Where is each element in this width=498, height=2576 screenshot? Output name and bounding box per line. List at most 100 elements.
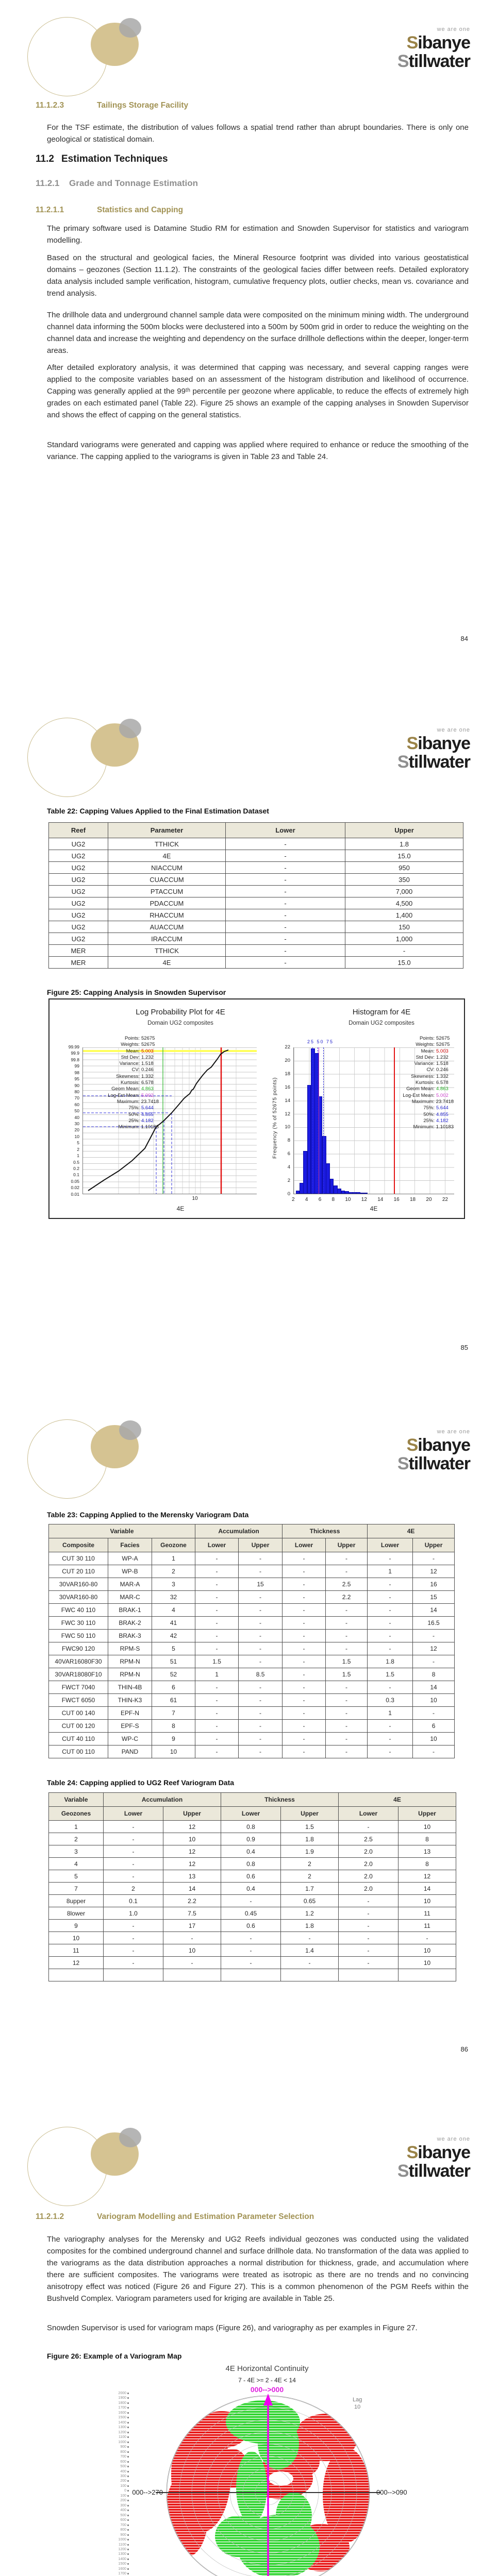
tick-label: 1100 <box>107 2543 129 2547</box>
tick-label: 98 <box>74 1070 79 1075</box>
tick-label: 900 <box>107 2445 129 2449</box>
cover-ellipses-logo <box>0 1402 165 1505</box>
tick-label: 1800 <box>107 2401 129 2405</box>
table-row <box>48 1969 457 1981</box>
tick-label: 22 <box>442 1197 448 1202</box>
table-row: MER TTHICK - - <box>48 944 463 957</box>
tick-label: 70 <box>74 1095 79 1101</box>
direction-label-east: 000-->090 <box>376 2488 407 2496</box>
stat-row: Std Dev: 1.232 <box>121 1054 154 1060</box>
p75-line <box>323 1047 324 1194</box>
tick-label: 1500 <box>107 2562 129 2566</box>
tick-label: 5 <box>77 1140 79 1146</box>
page-86: we are one Sibanye Stillwater Table 23: … <box>0 1402 498 2110</box>
table-row: 10- - - - - - <box>48 1931 457 1944</box>
table24-caption: Table 24: Capping applied to UG2 Reef Va… <box>47 1778 235 1787</box>
stat-row: Minimum: 1.10183 <box>413 1124 454 1130</box>
tick-label: 0.01 <box>71 1191 79 1197</box>
tick-label: 10 <box>345 1197 351 1202</box>
tick-label: 0 <box>107 2489 129 2493</box>
tick-label: 900 <box>107 2533 129 2537</box>
logprob-x-label: 4E <box>176 1205 185 1212</box>
page-number: 85 <box>460 1344 468 1351</box>
sibanye-stillwater-logo: we are one Sibanye Stillwater <box>397 1429 471 1473</box>
tick-label: 1000 <box>107 2538 129 2541</box>
tick-label: 1700 <box>107 2406 129 2410</box>
tick-label: 16 <box>285 1084 290 1090</box>
stat-row: Geom Mean: 4.863 <box>406 1086 449 1092</box>
tick-label: 12 <box>361 1197 367 1202</box>
table-row: 30VAR160-80 MAR-C 32- - -2.2-15 <box>48 1590 455 1604</box>
cap-line <box>394 1047 395 1194</box>
tick-label: 1200 <box>107 2431 129 2434</box>
table-row: 30VAR18080F10 RPM-N 52 1 8.5-1.5 1.5 8 <box>48 1668 455 1681</box>
tick-label: 80 <box>74 1089 79 1094</box>
lag-scale: 2000 1900 1800 1700 1600 1500 1400 1300 1200 1100… <box>107 2392 129 2576</box>
tick-label: 99.8 <box>71 1057 79 1062</box>
histogram-quartile-labels: 25 50 75 <box>307 1039 334 1044</box>
page-87: we are one Sibanye Stillwater 11.2.1.2 Va… <box>0 2110 498 2576</box>
stat-row: Kurtosis: 6.578 <box>416 1080 449 1086</box>
heading-grade-tonnage-estimation: 11.2.1 Grade and Tonnage Estimation <box>36 178 198 188</box>
table-row: FWC 50 110 BRAK-3 42- - - - - - <box>48 1629 455 1642</box>
stat-row: Maximum: 23.7418 <box>117 1098 159 1105</box>
p25-line <box>312 1047 313 1194</box>
stat-row: 75%: 5.644 <box>128 1105 154 1111</box>
stat-row: Variance: 1.518 <box>119 1061 154 1067</box>
tick-label: 20 <box>285 1057 290 1063</box>
tick-label: 1 <box>77 1153 79 1159</box>
table-row: FWCT 6050 THIN-K3 61- - - -0.3 10 <box>48 1693 455 1707</box>
table-ug2-variogram-capping: Variable Accumulation Thickness 4E Geozo… <box>48 1792 457 1981</box>
tick-label: 20 <box>74 1127 79 1133</box>
table-row: 8upper 0.1 2.2-0.65-10 <box>48 1894 457 1907</box>
logprob-plot-area <box>82 1047 257 1194</box>
tick-label: 10 <box>74 1133 79 1139</box>
tick-label: 500 <box>107 2465 129 2468</box>
tick-label: 18 <box>410 1197 416 1202</box>
tick-label: 8 <box>287 1138 290 1144</box>
tick-label: 1400 <box>107 2557 129 2561</box>
histogram-bar <box>363 1192 368 1194</box>
tick-label: 12 <box>285 1111 290 1117</box>
histogram-bars <box>294 1047 454 1194</box>
stat-row: Points: 52675 <box>124 1036 155 1041</box>
tick-label: 22 <box>285 1044 290 1050</box>
histogram-bar <box>348 1192 353 1194</box>
logo-brand-line1: Sibanye <box>406 33 471 53</box>
tick-label: 2000 <box>107 2392 129 2395</box>
table-row: CUT 00 140 EPF-N 7- - - -1- <box>48 1706 455 1720</box>
tick-label: 700 <box>107 2455 129 2459</box>
tick-label: 200 <box>107 2499 129 2502</box>
table-row: UG2 NIACCUM -950 <box>48 861 463 874</box>
histogram-bar <box>337 1189 341 1194</box>
stat-row: Weights: 52675 <box>121 1042 155 1048</box>
tick-label: 6 <box>287 1151 290 1157</box>
sibanye-stillwater-logo: we are one Sibanye Stillwater <box>397 2136 471 2181</box>
stat-row: Maximum: 23.7418 <box>411 1098 454 1105</box>
stat-row: Std Dev: 1.232 <box>416 1054 449 1060</box>
histogram-x-axis: 2 4 6 8 10 12 14 16 18 20 22 <box>292 1197 448 1202</box>
tick-label: 16 <box>393 1197 400 1202</box>
table-row: FWCT 7040 THIN-4B 6- - - - -14 <box>48 1681 455 1694</box>
tick-label: 200 <box>107 2479 129 2483</box>
logprob-x-tick: 10 <box>192 1196 198 1201</box>
tick-label: 8 <box>331 1197 335 1202</box>
table-group-header-row: Variable Accumulation Thickness 4E <box>48 1524 455 1538</box>
tick-label: 99.99 <box>68 1044 79 1049</box>
tick-label: 1900 <box>107 2396 129 2400</box>
page-number: 84 <box>460 635 468 642</box>
stat-row: 25%: 4.182 <box>128 1117 154 1124</box>
tick-label: 40 <box>74 1114 79 1120</box>
stat-row: Skewness: 1.332 <box>116 1073 154 1079</box>
tick-label: 6 <box>318 1197 322 1202</box>
stat-row: Points: 52675 <box>419 1036 450 1041</box>
tick-label: 600 <box>107 2518 129 2522</box>
tick-label: 0 <box>287 1191 290 1197</box>
figure26-caption: Figure 26: Example of a Variogram Map <box>47 2352 182 2360</box>
paragraph-variograms: Standard variograms were generated and c… <box>47 440 469 461</box>
stat-row: Log-Est Mean: 5.002 <box>108 1092 154 1098</box>
tick-label: 2 <box>287 1178 290 1184</box>
histogram-stats: Points: 52675 Weights: 52675 Mean: 5.003 Std D… <box>384 1036 454 1130</box>
tick-label: 500 <box>107 2514 129 2517</box>
